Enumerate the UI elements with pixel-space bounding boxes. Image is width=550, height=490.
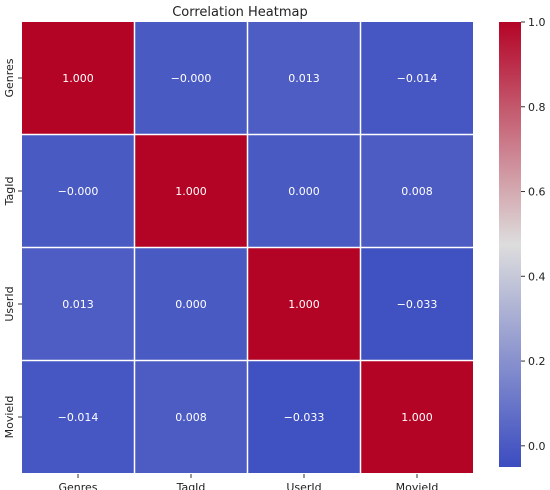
cell-value-label: 0.008 (401, 185, 433, 198)
heatmap-cells (22, 22, 474, 474)
heatmap-cell-tagid-genres (22, 135, 134, 247)
cell-value-label: 1.000 (401, 411, 433, 424)
colorbar-tick-label: 0.6 (528, 186, 546, 199)
y-axis-ticks: Genres TagId UserId MovieId (3, 58, 22, 438)
cell-value-label: −0.014 (58, 411, 99, 424)
cell-value-label: 0.008 (175, 411, 207, 424)
heatmap-cell-genres-userid (248, 22, 360, 134)
heatmap-cell-tagid-tagid (135, 135, 247, 247)
heatmap-cell-userid-userid (248, 248, 360, 360)
colorbar-tick-label: 1.0 (528, 16, 546, 29)
colorbar-tick-label: 0.2 (528, 355, 546, 368)
colorbar-tick-label: 0.4 (528, 270, 546, 283)
heatmap-cell-movieid-userid (248, 361, 360, 473)
colorbar: 0.0 0.2 0.4 0.6 0.8 1.0 (499, 16, 546, 467)
x-tick-label: TagId (176, 481, 206, 490)
heatmap-cell-userid-genres (22, 248, 134, 360)
cell-value-label: 1.000 (175, 185, 207, 198)
cell-value-label: 0.013 (288, 72, 320, 85)
cell-value-label: −0.000 (171, 72, 212, 85)
cell-value-label: −0.014 (397, 72, 438, 85)
cell-value-label: −0.033 (284, 411, 325, 424)
cell-value-label: −0.033 (397, 298, 438, 311)
y-tick-label: Genres (3, 58, 16, 97)
y-tick-label: UserId (3, 286, 16, 321)
y-tick-label: MovieId (3, 396, 16, 439)
heatmap-cell-genres-movieid (361, 22, 473, 134)
heatmap-cell-userid-movieid (361, 248, 473, 360)
cell-value-label: 1.000 (62, 72, 94, 85)
heatmap-cell-movieid-movieid (361, 361, 473, 473)
x-tick-label: MovieId (396, 481, 439, 490)
x-tick-label: Genres (58, 481, 97, 490)
cell-value-label: 1.000 (288, 298, 320, 311)
colorbar-tick-label: 0.0 (528, 440, 546, 453)
cell-value-label: −0.000 (58, 185, 99, 198)
cell-value-label: 0.013 (62, 298, 94, 311)
colorbar-bar (499, 22, 521, 467)
x-tick-label: UserId (286, 481, 321, 490)
x-axis-ticks: Genres TagId UserId MovieId (58, 474, 438, 490)
heatmap-cell-genres-genres (22, 22, 134, 134)
heatmap-cell-userid-tagid (135, 248, 247, 360)
heatmap-cell-tagid-movieid (361, 135, 473, 247)
chart-title: Correlation Heatmap (172, 5, 308, 20)
colorbar-tick-label: 0.8 (528, 101, 546, 114)
y-tick-label: TagId (3, 177, 16, 207)
heatmap-cell-genres-tagid (135, 22, 247, 134)
heatmap-cell-tagid-userid (248, 135, 360, 247)
heatmap-cell-movieid-tagid (135, 361, 247, 473)
heatmap-cell-movieid-genres (22, 361, 134, 473)
heatmap-cell-labels: 1.000 −0.000 0.013 −0.014 −0.000 1.000 0.000 0.… (58, 72, 438, 424)
cell-value-label: 0.000 (288, 185, 320, 198)
cell-value-label: 0.000 (175, 298, 207, 311)
